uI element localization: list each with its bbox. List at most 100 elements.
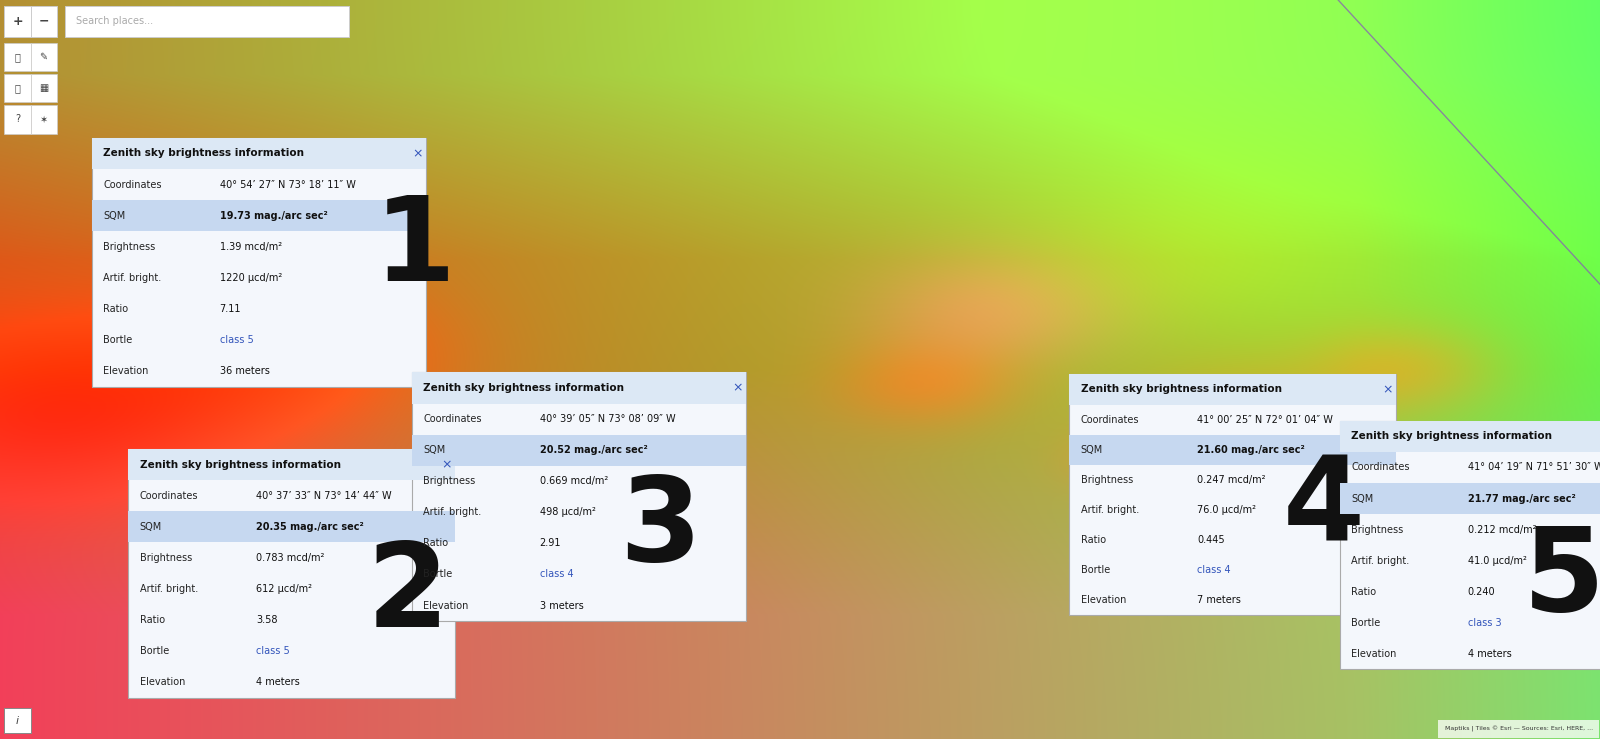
Text: 0.783 mcd/m²: 0.783 mcd/m² (256, 553, 325, 563)
Text: Elevation: Elevation (1080, 596, 1126, 605)
Text: ⌖: ⌖ (14, 52, 21, 62)
Text: +: + (13, 15, 22, 28)
Text: ×: × (442, 458, 451, 471)
Text: 36 meters: 36 meters (219, 366, 269, 376)
Text: 3 meters: 3 meters (539, 601, 584, 610)
Bar (128, 449, 456, 698)
Text: Ratio: Ratio (424, 539, 448, 548)
Text: Zenith sky brightness information: Zenith sky brightness information (1080, 384, 1282, 395)
Text: ×: × (1382, 383, 1394, 396)
Bar (128, 449, 456, 480)
Text: 76.0 μcd/m²: 76.0 μcd/m² (1197, 505, 1256, 515)
Bar (5, 74, 30, 102)
Text: 40° 37’ 33″ N 73° 14’ 44″ W: 40° 37’ 33″ N 73° 14’ 44″ W (256, 491, 392, 501)
Text: 2: 2 (366, 537, 448, 652)
Text: 4 meters: 4 meters (256, 677, 299, 687)
Text: Maptiks | Tiles © Esri — Sources: Esri, HERE, ...: Maptiks | Tiles © Esri — Sources: Esri, … (1445, 726, 1592, 732)
Text: Coordinates: Coordinates (424, 414, 482, 424)
Bar (5, 105, 30, 134)
Text: 7.11: 7.11 (219, 304, 242, 314)
Text: Brightness: Brightness (1080, 475, 1133, 485)
Text: 0.669 mcd/m²: 0.669 mcd/m² (539, 476, 608, 486)
Text: ×: × (413, 147, 422, 160)
Text: 4 meters: 4 meters (1467, 649, 1512, 659)
Bar (5, 708, 30, 733)
Text: Elevation: Elevation (104, 366, 149, 376)
Text: Artif. bright.: Artif. bright. (139, 584, 198, 594)
Text: 40° 39’ 05″ N 73° 08’ 09″ W: 40° 39’ 05″ N 73° 08’ 09″ W (539, 414, 675, 424)
Text: Ratio: Ratio (104, 304, 128, 314)
Text: class 4: class 4 (1197, 565, 1230, 575)
Text: 5: 5 (1523, 521, 1600, 636)
Text: 20.35 mag./arc sec²: 20.35 mag./arc sec² (256, 522, 363, 532)
Text: SQM: SQM (1352, 494, 1373, 503)
Bar (5, 6, 56, 37)
Bar (91, 200, 426, 231)
Text: Ratio: Ratio (1080, 535, 1106, 545)
Bar (1069, 374, 1397, 616)
Text: Artif. bright.: Artif. bright. (1352, 556, 1410, 565)
Text: Elevation: Elevation (1352, 649, 1397, 659)
Text: Artif. bright.: Artif. bright. (1080, 505, 1139, 515)
Text: 3: 3 (619, 471, 701, 586)
Text: Elevation: Elevation (139, 677, 186, 687)
Text: SQM: SQM (424, 445, 445, 455)
Text: Elevation: Elevation (424, 601, 469, 610)
Text: class 5: class 5 (256, 646, 290, 656)
Text: Brightness: Brightness (104, 242, 155, 252)
Text: Coordinates: Coordinates (1080, 415, 1139, 425)
Text: 612 μcd/m²: 612 μcd/m² (256, 584, 312, 594)
Text: Bortle: Bortle (139, 646, 170, 656)
Text: 1: 1 (373, 191, 456, 306)
Text: class 3: class 3 (1467, 618, 1501, 627)
Text: SQM: SQM (1080, 445, 1102, 455)
Text: SQM: SQM (104, 211, 125, 221)
Text: ×: × (733, 381, 742, 395)
Text: Zenith sky brightness information: Zenith sky brightness information (104, 149, 304, 158)
Text: Brightness: Brightness (424, 476, 475, 486)
Text: Zenith sky brightness information: Zenith sky brightness information (1352, 432, 1552, 441)
Text: class 4: class 4 (539, 570, 573, 579)
Text: 7 meters: 7 meters (1197, 596, 1242, 605)
Text: Artif. bright.: Artif. bright. (104, 273, 162, 283)
Bar (411, 372, 746, 621)
Text: 498 μcd/m²: 498 μcd/m² (539, 508, 595, 517)
Text: Bortle: Bortle (424, 570, 453, 579)
Text: 19.73 mag./arc sec²: 19.73 mag./arc sec² (219, 211, 328, 221)
Bar (1339, 420, 1600, 452)
Text: 0.247 mcd/m²: 0.247 mcd/m² (1197, 475, 1266, 485)
Text: 41° 00’ 25″ N 72° 01’ 04″ W: 41° 00’ 25″ N 72° 01’ 04″ W (1197, 415, 1333, 425)
Bar (411, 372, 746, 403)
Text: Zenith sky brightness information: Zenith sky brightness information (139, 460, 341, 470)
Text: 40° 54’ 27″ N 73° 18’ 11″ W: 40° 54’ 27″ N 73° 18’ 11″ W (219, 180, 355, 190)
Text: Artif. bright.: Artif. bright. (424, 508, 482, 517)
Text: ✶: ✶ (40, 115, 48, 124)
Text: 2.91: 2.91 (539, 539, 562, 548)
Text: 1220 μcd/m²: 1220 μcd/m² (219, 273, 282, 283)
Bar (1339, 420, 1600, 670)
Text: −: − (38, 15, 50, 28)
Bar (128, 511, 456, 542)
Text: 4: 4 (1283, 452, 1365, 566)
Text: SQM: SQM (139, 522, 162, 532)
Text: Brightness: Brightness (1352, 525, 1403, 534)
Bar (66, 6, 349, 37)
Text: ⎙: ⎙ (14, 83, 21, 93)
Text: ✎: ✎ (40, 52, 48, 62)
Text: Ratio: Ratio (139, 615, 165, 625)
Text: 0.240: 0.240 (1467, 587, 1496, 596)
Text: Bortle: Bortle (1080, 565, 1110, 575)
Text: Coordinates: Coordinates (139, 491, 198, 501)
Text: 41° 04’ 19″ N 71° 51’ 30″ W: 41° 04’ 19″ N 71° 51’ 30″ W (1467, 463, 1600, 472)
Bar (1339, 483, 1600, 514)
Bar (91, 138, 426, 386)
Text: Ratio: Ratio (1352, 587, 1376, 596)
Bar (1069, 374, 1397, 405)
Bar (30, 105, 56, 134)
Text: Zenith sky brightness information: Zenith sky brightness information (424, 383, 624, 393)
Text: Search places...: Search places... (75, 16, 152, 27)
Text: class 5: class 5 (219, 335, 253, 345)
Bar (91, 138, 426, 169)
Bar (5, 43, 30, 71)
Bar (30, 43, 56, 71)
